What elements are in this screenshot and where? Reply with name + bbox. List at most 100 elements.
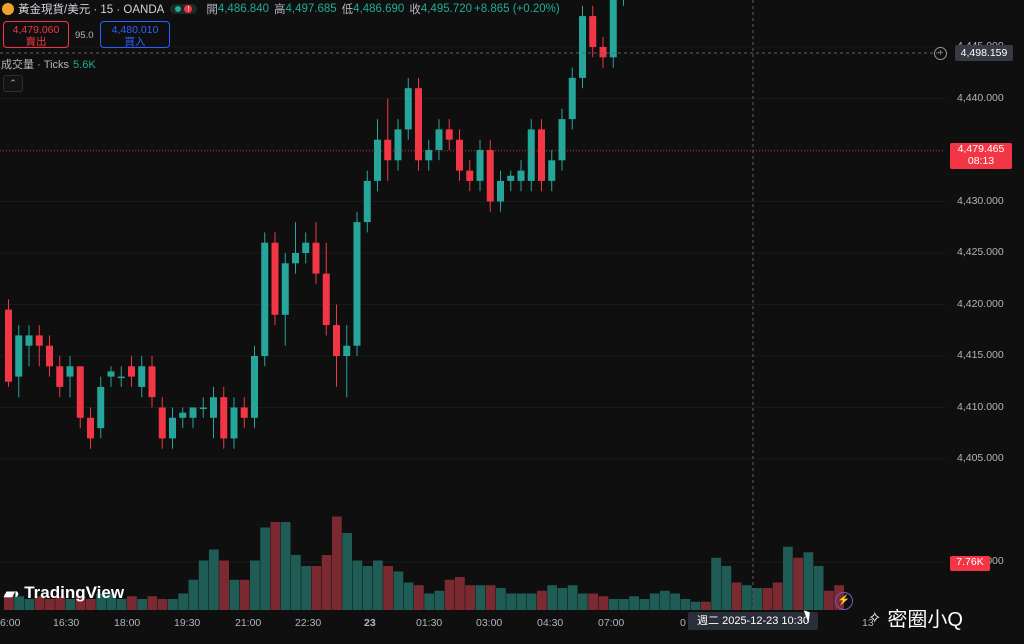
candle-body [87, 417, 94, 439]
volume-bar [803, 552, 814, 610]
volume-bar [362, 566, 373, 610]
volume-bar [86, 599, 96, 610]
candle-body [189, 407, 197, 418]
volume-bar [4, 593, 14, 610]
volume-bar [45, 599, 55, 610]
volume-bar [270, 522, 281, 610]
sell-label: 賣出 [25, 36, 47, 48]
volume-bar [608, 599, 619, 610]
watermark-logo-icon: ✧ [868, 609, 882, 627]
volume-bar [557, 588, 568, 610]
volume-value: 5.6K [73, 59, 96, 71]
volume-bar [475, 585, 486, 610]
buy-label: 買入 [124, 36, 146, 48]
volume-bar [352, 560, 363, 610]
candle-body [25, 335, 33, 346]
volume-bar [373, 560, 383, 610]
candle-body [5, 309, 12, 382]
volume-bar [157, 599, 168, 610]
volume-bar [516, 593, 527, 610]
change-value: +8.865 (+0.20%) [474, 3, 560, 15]
candle-body [384, 139, 392, 161]
candle-body [15, 335, 23, 377]
time-tick-label: 04:30 [537, 617, 564, 629]
volume-bar [731, 582, 742, 610]
time-tick-label: 6:00 [0, 617, 21, 629]
candle-body [435, 129, 443, 150]
candle-body [148, 366, 156, 398]
open-label: 開 [206, 4, 218, 16]
price-tick-label: 4,430.000 [957, 194, 1004, 207]
time-tick-label: 21:00 [235, 617, 262, 629]
candle-body [486, 150, 494, 202]
volume-bar [567, 585, 578, 610]
candle-body [107, 371, 115, 377]
volume-bar [526, 593, 537, 610]
candle-body [169, 417, 176, 439]
volume-bar [680, 599, 691, 610]
price-tick-label: 4,420.000 [957, 297, 1004, 310]
market-status-pill[interactable]: ! [170, 4, 198, 14]
volume-bar [783, 546, 793, 610]
volume-bar [547, 585, 557, 610]
volume-bar [403, 582, 414, 610]
time-tick-label: 16:30 [53, 617, 80, 629]
candle-body [548, 160, 556, 181]
volume-bar [496, 588, 506, 610]
volume-bar [619, 599, 629, 610]
volume-bar [578, 593, 588, 610]
volume-legend[interactable]: 成交量 · Ticks 5.6K [1, 56, 96, 72]
volume-bar [649, 593, 660, 610]
time-tick-label: 23 [364, 617, 376, 629]
last-price-tag: 4,479.465 08:13 [950, 143, 1012, 169]
volume-bar [311, 566, 322, 610]
candle-body [56, 366, 64, 387]
sell-button[interactable]: 4,479.060 賣出 [3, 21, 69, 48]
volume-bar [690, 601, 701, 610]
buy-button[interactable]: 4,480.010 買入 [100, 21, 170, 48]
volume-bar [127, 596, 137, 610]
volume-bar [485, 585, 496, 610]
volume-bar [178, 593, 188, 610]
candle-body [312, 242, 320, 274]
volume-bar [383, 566, 393, 610]
candle-body [476, 150, 484, 181]
time-tick-label: 18:00 [114, 617, 141, 629]
candle-body [199, 407, 207, 409]
volume-bar [96, 593, 106, 610]
time-tick-label: 13 [862, 617, 874, 629]
tradingview-logo[interactable]: ▰◗ TradingView [4, 583, 124, 603]
candle-body [507, 175, 515, 181]
candle-body [456, 139, 463, 171]
volume-bar [342, 533, 352, 610]
lightning-icon[interactable]: ⚡ [835, 592, 853, 610]
candle-body [97, 386, 105, 429]
volume-bar [301, 566, 311, 610]
candle-body [497, 180, 504, 202]
volume-bar [55, 596, 65, 610]
candle-body [579, 16, 586, 78]
price-tick-label: 4,450.000 [957, 0, 1004, 1]
candle-body [240, 407, 248, 418]
volume-label: 成交量 · Ticks [1, 59, 70, 71]
add-alert-icon[interactable]: + [934, 47, 947, 60]
volume-bar [291, 555, 301, 610]
volume-bar [198, 560, 209, 610]
volume-bar [414, 585, 424, 610]
volume-bar [321, 555, 332, 610]
candle-body [404, 88, 412, 130]
candle-body [445, 129, 453, 140]
spread-value: 95.0 [75, 30, 94, 41]
collapse-legend-button[interactable]: ⌃ [3, 75, 23, 92]
candle-body [568, 77, 576, 120]
volume-bar [209, 549, 219, 610]
volume-bar [721, 566, 732, 610]
candle-body [599, 47, 607, 58]
time-tick-label: 0 [680, 617, 686, 629]
candle-body [35, 335, 43, 346]
candle-body [46, 345, 53, 367]
symbol-title[interactable]: 黃金現貨/美元 · 15 · OANDA [18, 4, 165, 16]
volume-bar [824, 590, 834, 610]
watermark-text: 密圈小Q [887, 609, 963, 631]
